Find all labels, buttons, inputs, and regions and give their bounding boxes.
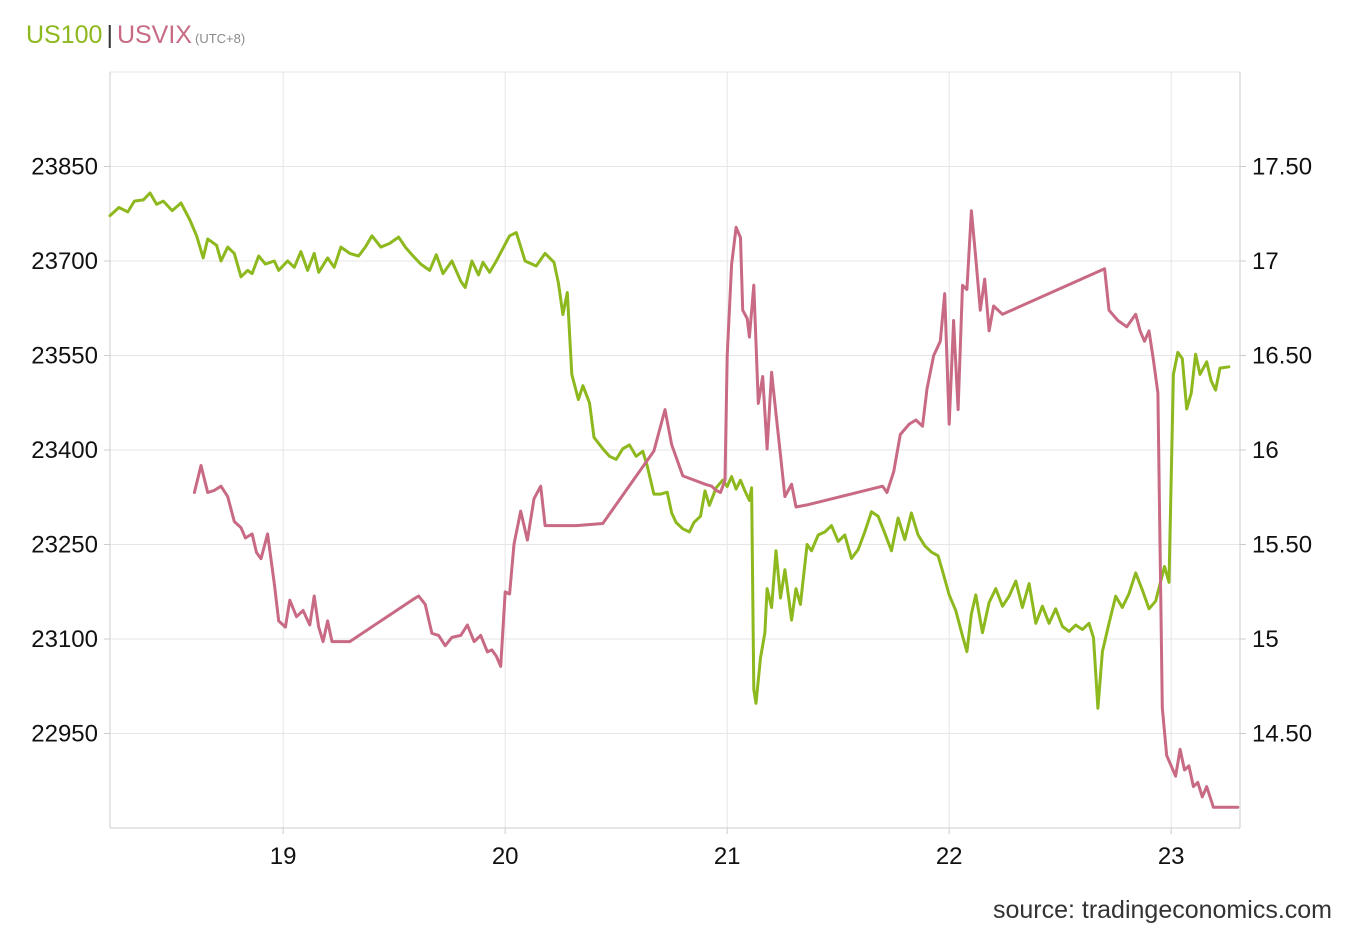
right-tick-label: 16.50 [1252, 343, 1312, 370]
left-tick-label: 22950 [31, 721, 98, 748]
x-tick-label: 22 [936, 843, 963, 870]
x-tick-label: 19 [270, 843, 297, 870]
x-tick-label: 21 [714, 843, 741, 870]
timezone-label: (UTC+8) [194, 31, 246, 46]
left-tick-label: 23550 [31, 343, 98, 370]
right-tick-label: 17 [1252, 248, 1279, 275]
series-lines [108, 191, 1240, 809]
right-tick-label: 17.50 [1252, 154, 1312, 181]
title-separator: | [106, 21, 113, 49]
tick-labels: 23850 17.50 23700 17 23550 16.50 23400 16 23250 1… [31, 154, 1312, 871]
right-tick-label: 14.50 [1252, 721, 1312, 748]
series-line-us100 [108, 191, 1231, 710]
left-tick-label: 23700 [31, 248, 98, 275]
axes [104, 72, 1246, 834]
series-line-usvix [192, 209, 1240, 809]
series-label-usvix: USVIX [116, 21, 192, 49]
right-tick-label: 16 [1252, 437, 1279, 464]
series-label-us100: US100 [26, 21, 103, 49]
left-tick-label: 23250 [31, 532, 98, 559]
left-tick-label: 23850 [31, 154, 98, 181]
right-tick-label: 15 [1252, 626, 1279, 653]
source-credit: source: tradingeconomics.com [992, 896, 1332, 924]
left-tick-label: 23400 [31, 437, 98, 464]
grid [110, 71, 1240, 828]
left-tick-label: 23100 [31, 626, 98, 653]
x-tick-label: 23 [1158, 843, 1185, 870]
right-tick-label: 15.50 [1252, 532, 1312, 559]
x-tick-label: 20 [492, 843, 519, 870]
chart-title: US100 | USVIX (UTC+8) [26, 18, 245, 56]
